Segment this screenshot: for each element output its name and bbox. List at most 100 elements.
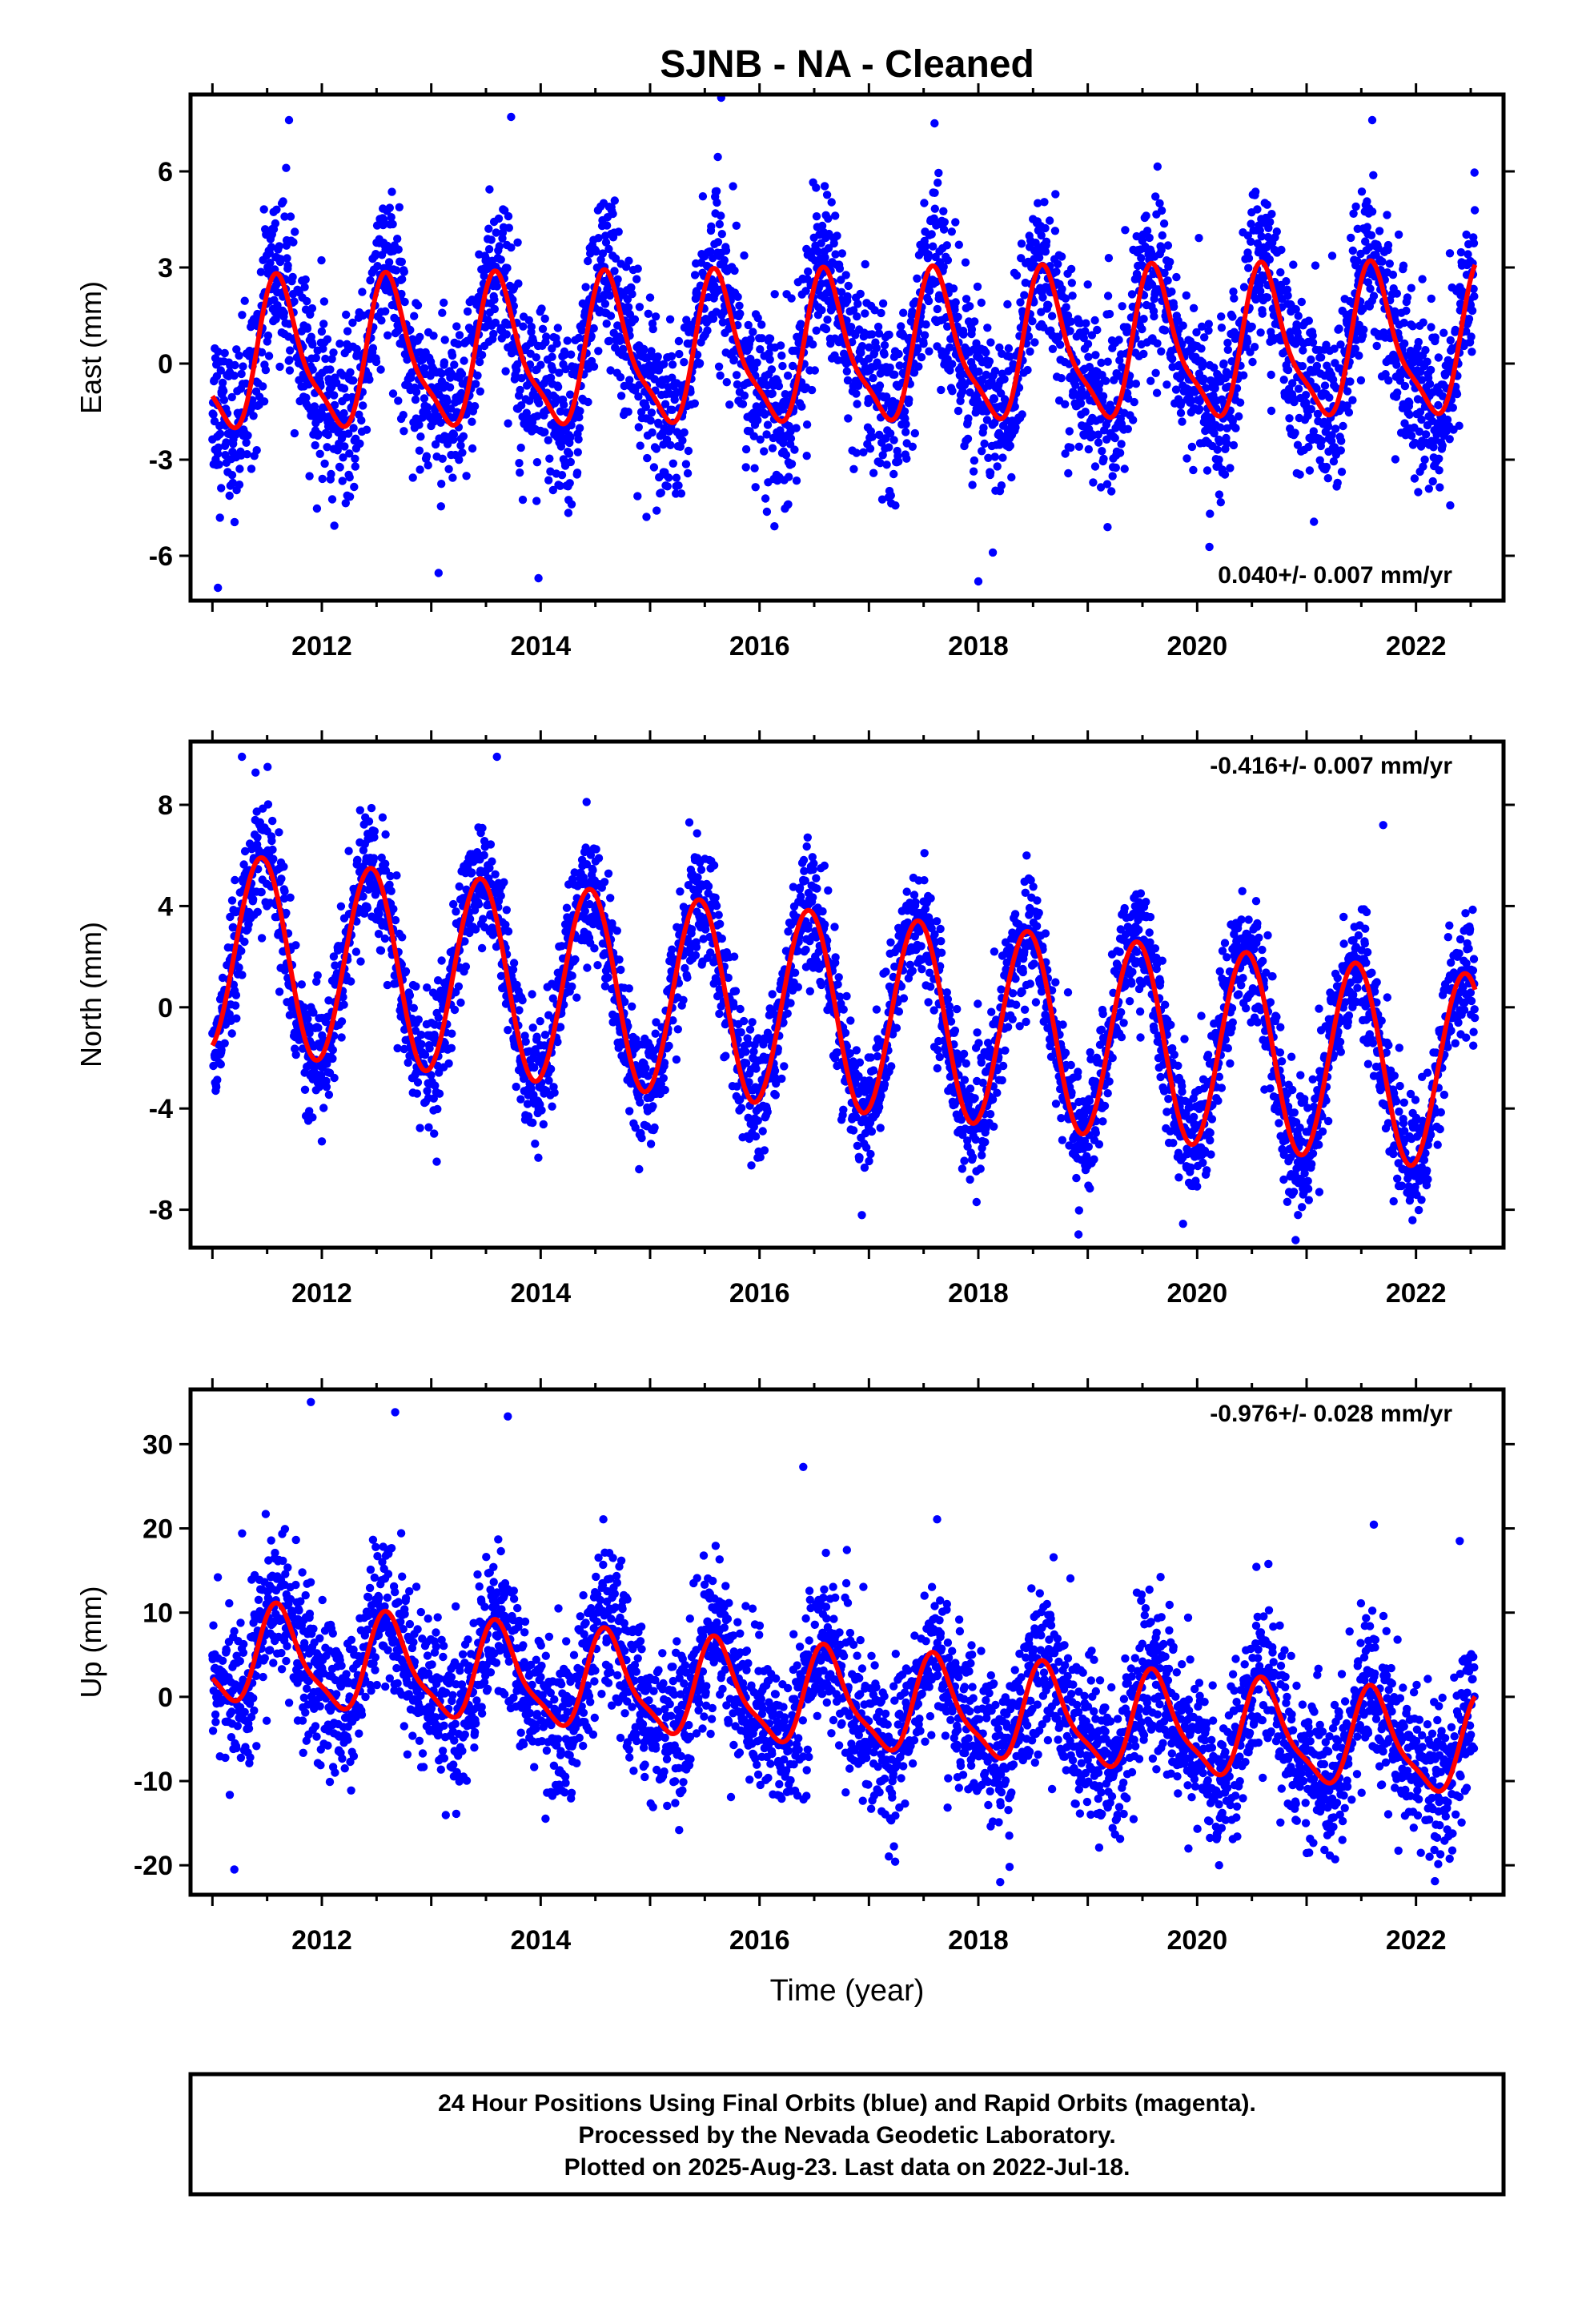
data-point [330,391,339,400]
data-point [528,990,536,999]
data-point [1210,363,1219,372]
data-point [652,444,661,453]
data-point [784,500,793,509]
data-point [1289,260,1298,269]
y-tick-label: -3 [149,445,173,476]
x-tick-label: 2016 [729,631,790,661]
data-point [1203,466,1212,475]
data-point [257,934,267,943]
data-point [665,315,675,324]
data-point [853,312,861,321]
data-point [1216,498,1226,507]
data-point [567,350,576,359]
data-point [770,290,779,299]
data-point [349,424,358,432]
data-point [219,396,229,404]
data-point [1304,442,1313,452]
data-point [1235,398,1245,407]
data-point [240,296,249,305]
data-point [837,287,846,296]
data-point [440,336,449,344]
data-point [504,419,512,428]
data-point [590,944,599,953]
x-tick-label: 2014 [511,631,572,661]
data-point [556,481,564,490]
data-point [721,246,731,255]
data-point [820,182,829,191]
data-point [1061,294,1070,303]
data-point [235,480,244,489]
data-point [524,316,533,325]
data-point [1347,233,1355,243]
data-point [633,264,642,273]
data-point [703,326,712,335]
data-point [822,191,832,199]
data-point [921,242,930,251]
data-point [592,247,600,256]
data-point [452,907,460,916]
data-point [1153,339,1162,348]
data-point [939,207,948,215]
data-point [1402,306,1411,316]
data-point [1383,240,1393,250]
data-point [345,493,355,501]
data-point [761,494,770,503]
data-point [240,846,250,856]
data-point [853,400,861,408]
data-point [1267,210,1276,219]
data-point [231,991,241,999]
data-point [413,301,423,310]
data-point [277,875,286,883]
data-point [283,261,292,270]
data-point [920,331,930,340]
data-point [993,462,1002,471]
data-point [339,384,349,393]
data-point [220,1039,229,1048]
data-point [369,854,379,862]
data-point [518,495,528,505]
data-point [1446,501,1455,510]
data-point [1308,331,1317,340]
data-point [821,253,829,262]
data-point [1469,239,1479,247]
data-point [580,907,589,915]
data-point [762,430,771,439]
data-point [1213,445,1222,454]
data-point [1101,376,1110,385]
data-point [562,903,572,912]
data-point [985,357,994,366]
data-point [900,407,909,416]
data-point [504,1026,512,1035]
data-point [1400,339,1409,348]
data-point [954,406,963,416]
data-point [891,501,900,510]
data-point [649,463,659,472]
data-point [1456,247,1466,257]
data-point [978,447,986,456]
data-point [1323,422,1333,431]
data-point [813,247,822,256]
data-point [336,902,346,911]
data-point [619,344,628,353]
data-point [948,387,957,396]
data-point [602,221,612,230]
data-point [1427,323,1435,332]
data-point [1263,200,1272,209]
data-point [1243,337,1252,347]
data-point [454,340,463,348]
data-point [1091,351,1100,360]
data-point [480,850,488,860]
data-point [1114,336,1123,344]
data-point [753,358,761,367]
data-point [355,439,364,448]
data-point [239,362,247,371]
y-tick-label: 3 [158,253,173,283]
data-point [757,320,766,329]
data-point [1438,441,1447,450]
data-point [1182,454,1191,463]
data-point [1084,444,1094,454]
data-point [1125,378,1134,388]
data-point [812,326,821,335]
data-point [995,343,1004,352]
data-point [1311,261,1320,270]
